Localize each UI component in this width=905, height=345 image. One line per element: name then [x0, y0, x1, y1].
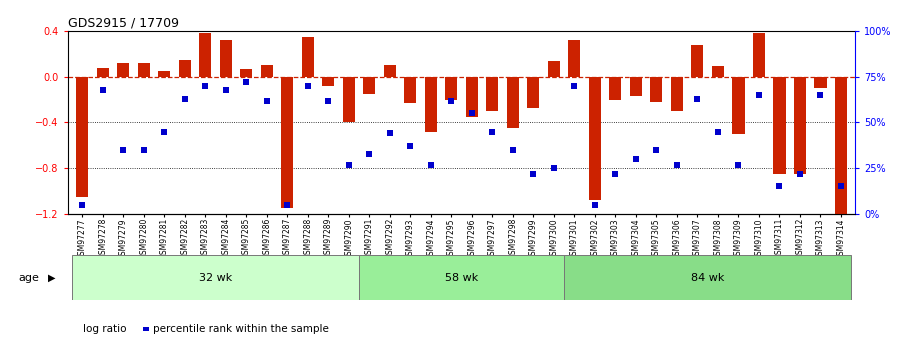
Point: [731, 162, 746, 167]
Point: [485, 129, 500, 135]
Text: 84 wk: 84 wk: [691, 273, 724, 283]
Bar: [363, 77, 376, 94]
Point: [691, 96, 705, 101]
Point: [834, 184, 848, 189]
Point: [526, 171, 540, 176]
Bar: [630, 77, 642, 96]
Point: [218, 87, 233, 92]
Bar: [158, 71, 170, 77]
Bar: [199, 33, 212, 77]
Point: [177, 96, 192, 101]
Bar: [466, 77, 478, 117]
Text: age: age: [18, 273, 39, 283]
Text: ▶: ▶: [48, 273, 55, 283]
Bar: [384, 65, 395, 77]
Text: percentile rank within the sample: percentile rank within the sample: [153, 325, 329, 334]
Bar: [527, 77, 539, 108]
Text: 58 wk: 58 wk: [445, 273, 478, 283]
Bar: [97, 68, 109, 77]
Bar: [753, 33, 765, 77]
Point: [813, 92, 827, 98]
Bar: [72, 255, 359, 300]
Point: [362, 151, 376, 156]
Bar: [424, 77, 437, 132]
Bar: [117, 63, 129, 77]
Point: [506, 147, 520, 153]
Bar: [609, 77, 622, 100]
Point: [403, 144, 417, 149]
Bar: [650, 77, 662, 102]
Bar: [76, 77, 89, 197]
Point: [608, 171, 623, 176]
Point: [300, 83, 315, 89]
Bar: [405, 77, 416, 103]
Text: 32 wk: 32 wk: [199, 273, 232, 283]
Point: [239, 79, 253, 85]
Bar: [711, 67, 724, 77]
Bar: [548, 61, 560, 77]
Point: [321, 98, 336, 103]
Point: [567, 83, 582, 89]
Bar: [343, 77, 355, 122]
Bar: [568, 40, 580, 77]
Point: [260, 98, 274, 103]
Bar: [732, 77, 745, 134]
Bar: [220, 40, 232, 77]
Point: [157, 129, 171, 135]
Bar: [301, 37, 314, 77]
Point: [116, 147, 130, 153]
Point: [629, 156, 643, 162]
Bar: [322, 77, 335, 86]
Bar: [773, 77, 786, 174]
Point: [587, 202, 602, 208]
Text: log ratio: log ratio: [83, 325, 127, 334]
Bar: [178, 60, 191, 77]
Text: GDS2915 / 17709: GDS2915 / 17709: [68, 17, 179, 30]
Bar: [507, 77, 519, 128]
Bar: [138, 63, 150, 77]
Bar: [834, 77, 847, 214]
Bar: [564, 255, 851, 300]
Bar: [691, 45, 703, 77]
Bar: [261, 65, 273, 77]
Point: [772, 184, 786, 189]
Point: [464, 111, 479, 116]
Point: [75, 202, 90, 208]
Bar: [794, 77, 806, 174]
Point: [793, 171, 807, 176]
Bar: [445, 77, 457, 100]
Bar: [588, 77, 601, 200]
Point: [137, 147, 151, 153]
Bar: [281, 77, 293, 208]
Bar: [671, 77, 683, 111]
Point: [710, 129, 725, 135]
Bar: [240, 69, 252, 77]
Point: [752, 92, 767, 98]
Bar: [486, 77, 499, 111]
Point: [649, 147, 663, 153]
Bar: [359, 255, 564, 300]
Point: [444, 98, 459, 103]
Bar: [814, 77, 826, 88]
Point: [670, 162, 684, 167]
Point: [138, 326, 153, 331]
Point: [280, 202, 294, 208]
Point: [198, 83, 213, 89]
Point: [424, 162, 438, 167]
Point: [547, 166, 561, 171]
Point: [383, 131, 397, 136]
Point: [96, 87, 110, 92]
Point: [341, 162, 356, 167]
